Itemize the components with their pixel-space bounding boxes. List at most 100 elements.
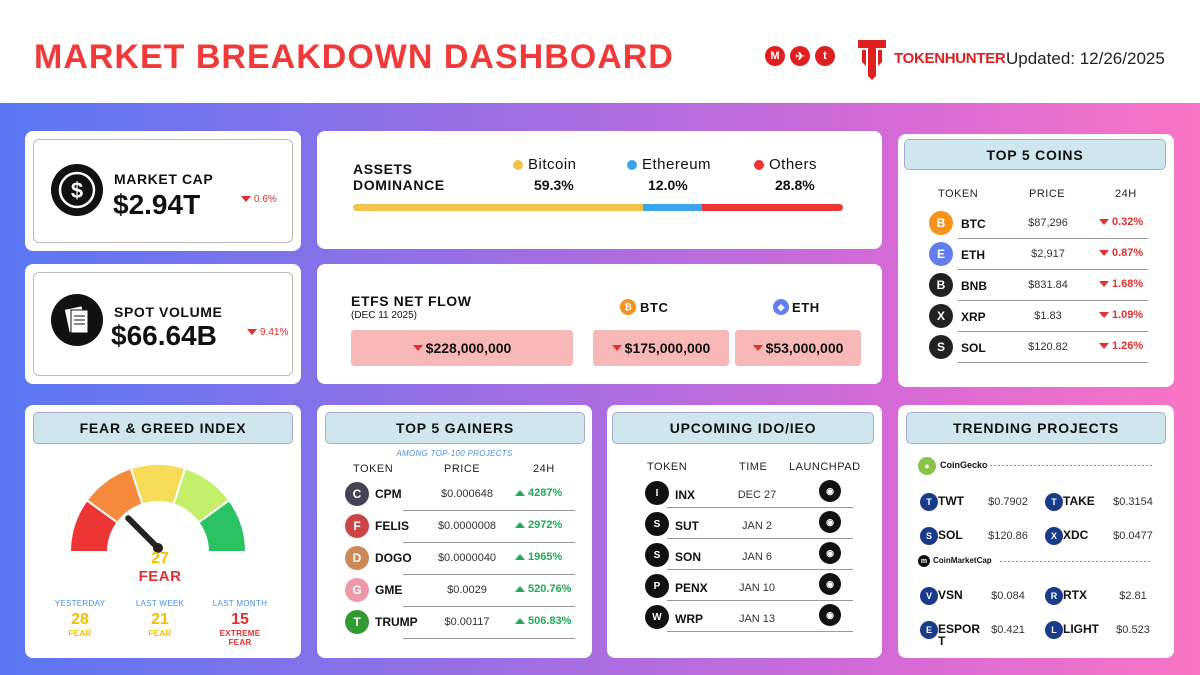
coin-change: 1.68% xyxy=(1099,278,1143,290)
top-5-gainers-title: TOP 5 GAINERS xyxy=(325,412,585,444)
medium-icon[interactable]: M xyxy=(765,46,785,66)
cpm-icon: C xyxy=(345,482,369,506)
legend-dot-others xyxy=(754,160,764,170)
legend-dot-ethereum xyxy=(627,160,637,170)
ido-time: JAN 13 xyxy=(738,613,776,625)
dominance-segment-bitcoin xyxy=(353,204,644,211)
etf-total-flow: $228,000,000 xyxy=(351,330,573,366)
col-24h: 24H xyxy=(533,463,555,475)
trending-token[interactable]: LIGHT xyxy=(1063,622,1099,636)
launchpad-icon[interactable]: ◉ xyxy=(819,542,841,564)
fear-greed-title: FEAR & GREED INDEX xyxy=(33,412,293,444)
etf-btc-flow: $175,000,000 xyxy=(593,330,729,366)
coin-price: $120.82 xyxy=(1028,341,1068,353)
coin-token: SOL xyxy=(961,341,986,355)
row-divider xyxy=(403,638,575,639)
gainer-price: $0.0029 xyxy=(447,584,487,596)
launchpad-icon[interactable]: ◉ xyxy=(819,604,841,626)
legend-name-ethereum: Ethereum xyxy=(642,156,712,173)
ido-token: INX xyxy=(675,488,696,502)
coin-price: $2,917 xyxy=(1031,248,1065,260)
legend-value-ethereum: 12.0% xyxy=(648,177,688,193)
row-divider xyxy=(958,331,1148,332)
gainer-price: $0.0000008 xyxy=(437,520,497,532)
row-divider xyxy=(403,510,575,511)
etf-eth-flow: $53,000,000 xyxy=(735,330,861,366)
header: MARKET BREAKDOWN DASHBOARD M ✈ t TOKENHU… xyxy=(0,0,1200,103)
gainer-token: FELIS xyxy=(375,519,410,533)
col-24h: 24H xyxy=(1115,188,1137,200)
page-title: MARKET BREAKDOWN DASHBOARD xyxy=(34,38,674,76)
sol-icon: S xyxy=(929,335,953,359)
xdc-icon: X xyxy=(1045,527,1063,545)
trending-token[interactable]: SOL xyxy=(938,528,963,542)
ido-time: JAN 2 xyxy=(742,520,772,532)
ido-time: DEC 27 xyxy=(737,489,777,501)
etf-eth-label: ETH xyxy=(792,300,820,315)
row-divider xyxy=(958,300,1148,301)
light-icon: L xyxy=(1045,621,1063,639)
xrp-icon: X xyxy=(929,304,953,328)
legend-dot-bitcoin xyxy=(513,160,523,170)
trending-token[interactable]: VSN xyxy=(938,588,963,602)
btc-icon: ₿ xyxy=(620,299,636,315)
history-period: YESTERDAY xyxy=(54,599,106,608)
gainer-token: TRUMP xyxy=(375,615,418,629)
sol-icon: S xyxy=(920,527,938,545)
coin-change: 0.87% xyxy=(1099,247,1143,259)
trending-price: $0.0477 xyxy=(1113,530,1153,542)
market-cap-value: $2.94T xyxy=(113,189,201,220)
gme-icon: G xyxy=(345,578,369,602)
market-cap-label: MARKET CAP xyxy=(114,171,214,187)
legend-value-bitcoin: 59.3% xyxy=(534,177,574,193)
coin-token: BTC xyxy=(961,217,986,231)
history-label: FEAR xyxy=(68,629,92,638)
svg-text:$: $ xyxy=(71,178,83,203)
gainer-price: $0.0000040 xyxy=(437,552,497,564)
gainer-token: GME xyxy=(375,583,403,597)
row-divider xyxy=(958,238,1148,239)
etf-title: ETFS NET FLOW xyxy=(351,293,472,309)
col-launchpad: LAUNCHPAD xyxy=(789,461,861,473)
row-divider xyxy=(667,569,853,570)
trending-price: $0.3154 xyxy=(1113,496,1153,508)
dominance-segment-others xyxy=(702,204,843,211)
inx-icon: I xyxy=(645,481,669,505)
coin-change: 1.09% xyxy=(1099,309,1143,321)
gainers-subtitle: AMONG TOP-100 PROJECTS xyxy=(396,449,513,458)
trending-token[interactable]: RTX xyxy=(1063,588,1087,602)
trending-price: $0.421 xyxy=(991,624,1025,636)
eth-icon: ◆ xyxy=(773,299,789,315)
coinmarketcap-icon: m xyxy=(918,555,930,567)
assets-dominance-card: ASSETS DOMINANCE Bitcoin 59.3% Ethereum 12.… xyxy=(317,131,882,249)
spot-volume-change: 9.41% xyxy=(247,327,288,338)
history-value: 21 xyxy=(151,611,169,628)
row-divider xyxy=(667,538,853,539)
coin-price: $87,296 xyxy=(1028,217,1068,229)
history-period: LAST MONTH xyxy=(212,599,268,608)
coin-price: $831.84 xyxy=(1028,279,1068,291)
launchpad-icon[interactable]: ◉ xyxy=(819,511,841,533)
coin-change: 1.26% xyxy=(1099,340,1143,352)
trending-token[interactable]: XDC xyxy=(1063,528,1089,542)
trending-price: $2.81 xyxy=(1119,590,1147,602)
launchpad-icon[interactable]: ◉ xyxy=(819,573,841,595)
coin-token: ETH xyxy=(961,248,985,262)
gauge-segment xyxy=(197,498,248,553)
telegram-icon[interactable]: ✈ xyxy=(790,46,810,66)
launchpad-icon[interactable]: ◉ xyxy=(819,480,841,502)
row-divider xyxy=(958,362,1148,363)
trending-token[interactable]: TAKE xyxy=(1063,494,1095,508)
col-price: PRICE xyxy=(444,463,481,475)
trending-projects-card: TRENDING PROJECTS ● CoinGecko m CoinMark… xyxy=(898,405,1174,658)
legend-name-bitcoin: Bitcoin xyxy=(528,156,577,173)
fear-greed-gauge xyxy=(68,463,248,553)
market-cap-change: 0.6% xyxy=(241,194,277,205)
trending-token[interactable]: TWT xyxy=(938,494,964,508)
col-token: TOKEN xyxy=(938,188,979,200)
twitter-icon[interactable]: t xyxy=(815,46,835,66)
trending-price: $0.523 xyxy=(1116,624,1150,636)
take-icon: T xyxy=(1045,493,1063,511)
row-divider xyxy=(403,574,575,575)
trending-token[interactable]: ESPORT xyxy=(938,622,981,648)
